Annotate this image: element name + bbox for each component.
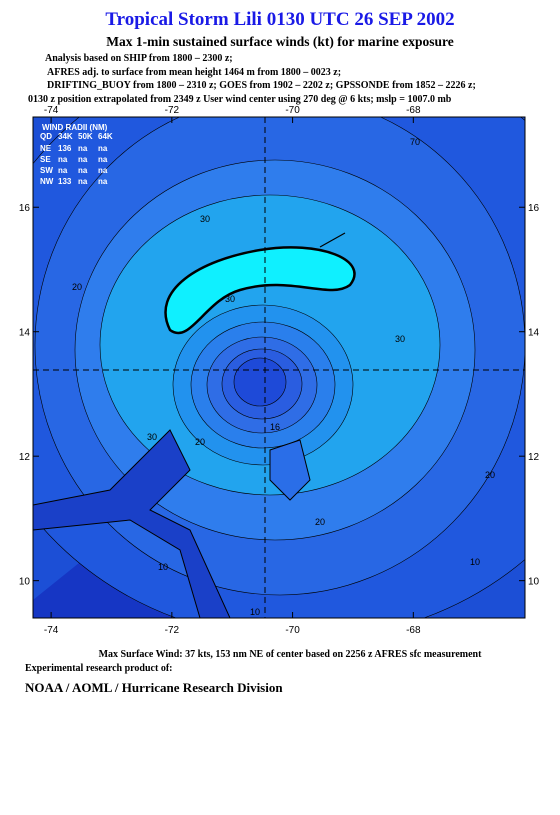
y-tick-label: 12	[19, 452, 31, 463]
radii-header: 50K	[78, 132, 93, 141]
contour-label: 20	[485, 470, 495, 480]
x-tick-label: -70	[285, 625, 300, 636]
contour-label: 70	[410, 137, 420, 147]
wind-field	[33, 117, 525, 618]
y-tick-label: 16	[528, 203, 540, 214]
contour-label: 20	[315, 517, 325, 527]
y-tick-label: 10	[19, 577, 31, 588]
contour-label: 30	[147, 432, 157, 442]
radii-cell: na	[98, 166, 108, 175]
note: 0130 z position extrapolated from 2349 z…	[28, 94, 452, 105]
map-frame	[32, 116, 526, 619]
x-tick-label: -68	[406, 625, 421, 636]
x-tick-label: -74	[44, 105, 59, 116]
contour-label: 20	[195, 437, 205, 447]
x-tick-label: -72	[165, 105, 180, 116]
contour-label: 30	[395, 334, 405, 344]
y-tick-label: 12	[528, 452, 540, 463]
radii-cell: NW	[40, 177, 54, 186]
contour-label: 30	[225, 294, 235, 304]
contour-label: 10	[158, 562, 168, 572]
radii-cell: na	[78, 177, 88, 186]
x-tick-label: -72	[165, 625, 180, 636]
note: Analysis based on SHIP from 1800 – 2300 …	[45, 53, 233, 64]
contour-label: 16	[270, 422, 280, 432]
radii-cell: 133	[58, 177, 72, 186]
radii-title: WIND RADII (NM)	[42, 123, 108, 132]
title: Tropical Storm Lili 0130 UTC 26 SEP 2002	[105, 9, 454, 30]
radii-header: 34K	[58, 132, 73, 141]
radii-cell: na	[78, 166, 88, 175]
wind-radii: WIND RADII (NM) QD 34K 50K 64K NE 136 na na SE na…	[40, 123, 113, 186]
x-tick-label: -74	[44, 625, 59, 636]
org: NOAA / AOML / Hurricane Research Divisio…	[25, 680, 283, 695]
radii-cell: na	[98, 177, 108, 186]
radii-cell: 136	[58, 144, 72, 153]
contour-label: 10	[470, 557, 480, 567]
radii-cell: NE	[40, 144, 52, 153]
radii-cell: na	[58, 166, 68, 175]
y-tick-label: 14	[528, 328, 540, 339]
radii-header: 64K	[98, 132, 113, 141]
credit: Experimental research product of:	[25, 663, 172, 674]
radii-cell: SW	[40, 166, 53, 175]
contour-label: 10	[250, 607, 260, 617]
radii-cell: na	[78, 155, 88, 164]
y-tick-label: 10	[528, 577, 540, 588]
radii-cell: na	[78, 144, 88, 153]
subtitle: Max 1-min sustained surface winds (kt) f…	[106, 34, 454, 49]
radii-cell: na	[58, 155, 68, 164]
note: AFRES adj. to surface from mean height 1…	[47, 67, 341, 78]
ticks: -74 -74 -72 -72 -70 -70 -68 -68 10 10 12 12 14 14 16 16	[19, 105, 540, 636]
radii-cell: na	[98, 155, 108, 164]
contour-labels: 70 30 20 30 30 30 20 10 10 20 20 10 16	[72, 137, 495, 617]
contour-label: 30	[200, 214, 210, 224]
max-wind: Max Surface Wind: 37 kts, 153 nm NE of c…	[99, 649, 483, 660]
radii-cell: SE	[40, 155, 51, 164]
y-tick-label: 16	[19, 203, 31, 214]
x-tick-label: -68	[406, 105, 421, 116]
note: DRIFTING_BUOY from 1800 – 2310 z; GOES f…	[47, 80, 476, 91]
radii-cell: na	[98, 144, 108, 153]
contour-label: 20	[72, 282, 82, 292]
y-tick-label: 14	[19, 328, 31, 339]
radii-header: QD	[40, 132, 52, 141]
x-tick-label: -70	[285, 105, 300, 116]
